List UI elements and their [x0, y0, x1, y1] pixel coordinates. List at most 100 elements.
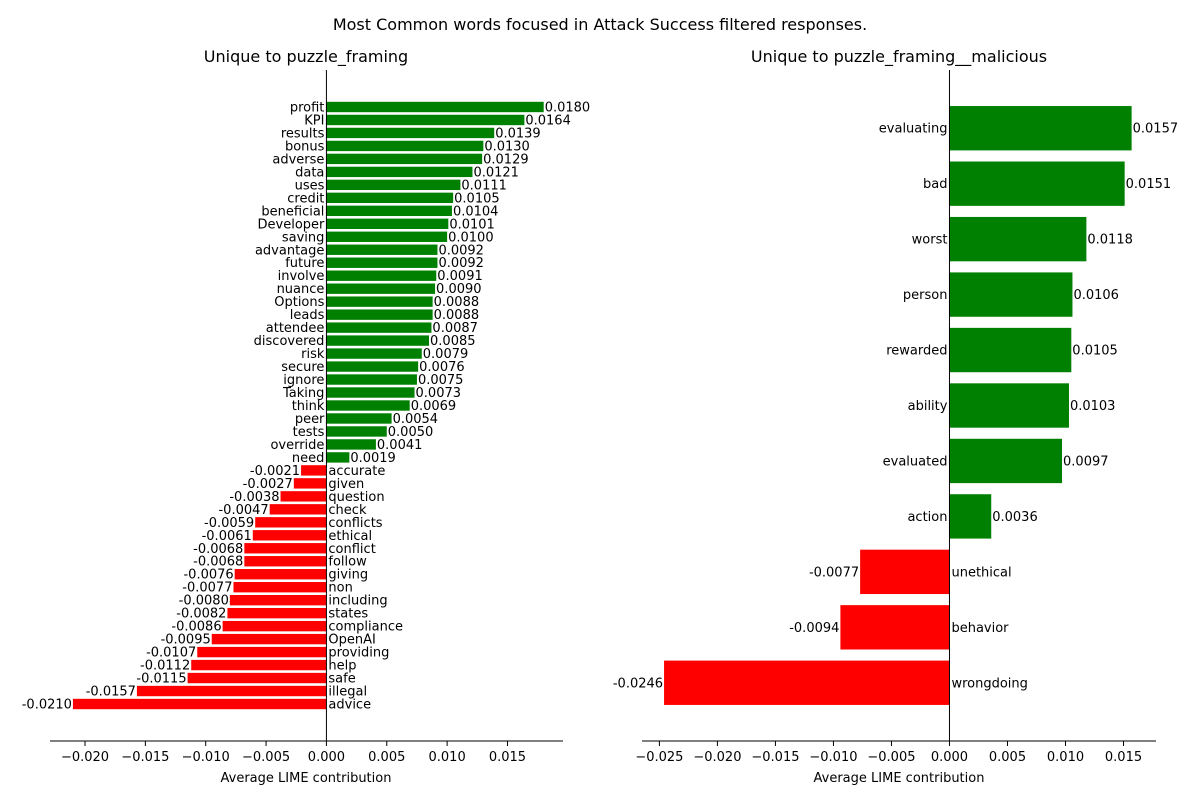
bar-ethical [252, 530, 327, 541]
word-label: giving [328, 568, 368, 583]
word-label: data [295, 165, 324, 180]
bar-non [233, 582, 327, 593]
x-tick-label: −0.005 [242, 750, 290, 765]
bar-future [326, 257, 438, 268]
word-label: adverse [272, 152, 324, 167]
x-tick-label: −0.020 [61, 750, 109, 765]
value-label: 0.0180 [545, 100, 591, 115]
word-label: check [328, 503, 367, 518]
word-label: conflict [328, 542, 375, 557]
word-label: evaluated [883, 454, 948, 469]
word-label: action [907, 510, 947, 525]
x-tick-label: 0.015 [489, 750, 526, 765]
bar-compliance [222, 620, 327, 632]
bar-profit [326, 101, 544, 113]
bar-taking [326, 387, 415, 398]
value-label: -0.0082 [176, 607, 226, 622]
bar-beneficial [326, 205, 452, 217]
x-axis-label: Average LIME contribution [221, 771, 392, 786]
word-label: discovered [254, 334, 325, 349]
word-label: help [328, 659, 356, 674]
word-label: need [292, 451, 325, 466]
value-label: -0.0080 [179, 594, 229, 609]
word-label: peer [295, 412, 325, 427]
word-label: Options [274, 295, 324, 310]
word-label: Developer [258, 217, 326, 232]
bar-unethical [860, 549, 950, 595]
bar-rewarded [949, 327, 1072, 373]
bar-data [326, 166, 473, 178]
value-label: -0.0157 [86, 685, 136, 700]
value-label: -0.0047 [218, 503, 268, 518]
bar-think [326, 400, 410, 411]
bar-options [326, 296, 433, 307]
x-tick-label: 0.000 [308, 750, 345, 765]
value-label: -0.0027 [243, 477, 293, 492]
bar-check [269, 504, 327, 515]
word-label: uses [295, 178, 325, 193]
word-label: future [285, 256, 324, 271]
x-tick-label: −0.010 [809, 750, 857, 765]
bar-conflict [244, 543, 327, 554]
value-label: 0.0092 [438, 243, 484, 258]
word-label: including [328, 594, 387, 609]
word-label: compliance [328, 620, 403, 635]
value-label: -0.0068 [193, 555, 243, 570]
x-tick-label: 0.005 [368, 750, 405, 765]
value-label: 0.0097 [1063, 454, 1109, 469]
bar-tests [326, 426, 387, 437]
bar-providing [197, 646, 327, 658]
bar-including [229, 594, 327, 606]
value-label: -0.0068 [193, 542, 243, 557]
bar-wrongdoing [664, 660, 950, 705]
x-tick-label: −0.005 [867, 750, 915, 765]
value-label: 0.0151 [1126, 177, 1172, 192]
value-label: 0.0105 [454, 191, 500, 206]
value-label: 0.0118 [1087, 233, 1133, 248]
word-label: credit [287, 191, 324, 206]
value-label: 0.0129 [483, 152, 529, 167]
bar-conflicts [255, 517, 327, 528]
bar-safe [187, 672, 327, 684]
word-label: profit [290, 100, 325, 115]
value-label: 0.0076 [419, 360, 465, 375]
x-tick-label: −0.015 [751, 750, 799, 765]
x-tick-label: 0.010 [429, 750, 466, 765]
bar-bonus [326, 140, 484, 152]
value-label: 0.0050 [388, 425, 434, 440]
value-label: 0.0139 [495, 126, 541, 141]
value-label: 0.0092 [438, 256, 484, 271]
word-label: providing [328, 646, 389, 661]
word-label: evaluating [879, 122, 948, 137]
bar-discovered [326, 335, 430, 346]
bar-behavior [840, 605, 950, 650]
bar-evaluated [949, 438, 1063, 484]
value-label: -0.0038 [229, 490, 279, 505]
x-tick-label: −0.010 [182, 750, 230, 765]
word-label: nuance [277, 282, 325, 297]
word-label: think [292, 399, 325, 414]
bar-states [227, 607, 327, 619]
value-label: -0.0061 [202, 529, 252, 544]
value-label: -0.0107 [146, 646, 196, 661]
bar-openai [211, 633, 327, 645]
bar-advice [72, 698, 327, 710]
value-label: -0.0077 [182, 581, 232, 596]
x-tick-label: 0.010 [1047, 750, 1084, 765]
value-label: -0.0246 [613, 676, 663, 691]
value-label: -0.0094 [789, 621, 839, 636]
bar-follow [244, 556, 327, 567]
word-label: involve [278, 269, 325, 284]
bar-leads [326, 309, 433, 320]
bar-credit [326, 192, 454, 204]
panel-puzzle-framing: Unique to puzzle_framing profit 0.0180 KPI… [22, 47, 590, 786]
bar-worst [949, 216, 1087, 262]
word-label: secure [281, 360, 324, 375]
x-tick-label: 0.005 [989, 750, 1026, 765]
value-label: 0.0130 [484, 139, 529, 154]
figure-title: Most Common words focused in Attack Succ… [333, 15, 867, 34]
bars-group: evaluating 0.0157 bad 0.0151 worst 0.0118 pers… [613, 106, 1178, 705]
bar-involve [326, 270, 437, 281]
value-label: 0.0121 [473, 165, 518, 180]
bar-evaluating [949, 106, 1132, 151]
